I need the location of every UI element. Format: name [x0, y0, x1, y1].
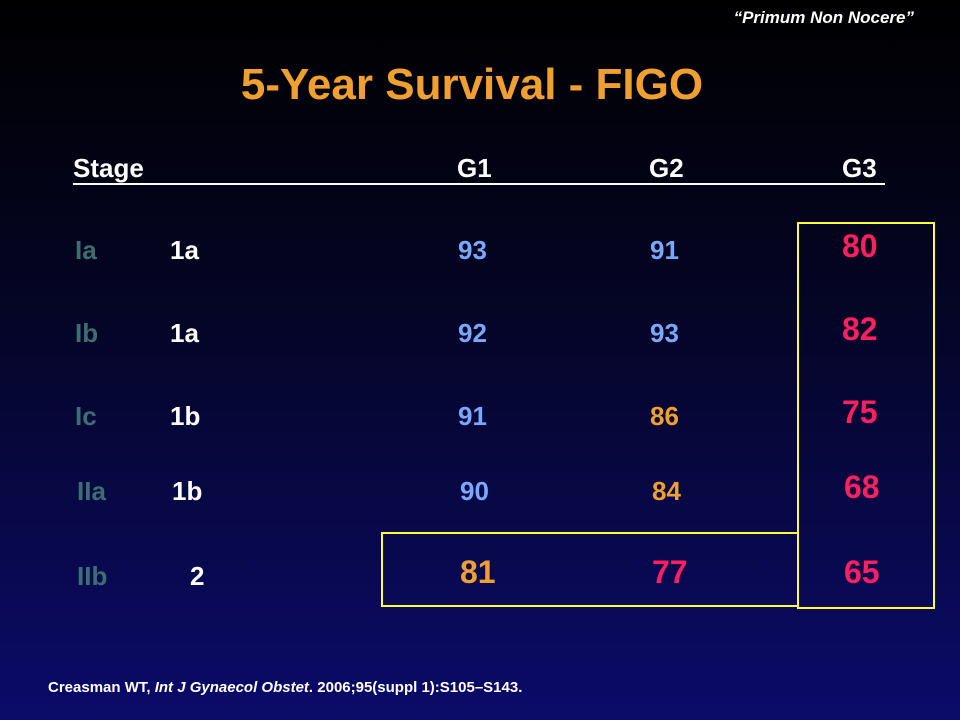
header-g3: G3	[842, 153, 877, 183]
stage-label: Ia	[75, 235, 97, 265]
stage-label: Ic	[75, 401, 97, 431]
slide-motto: “Primum Non Nocere”	[733, 8, 914, 27]
g1-value: 92	[458, 318, 487, 348]
g1-value: 93	[458, 235, 487, 265]
citation-author: Creasman WT,	[48, 679, 155, 696]
citation-journal: Int J Gynaecol Obstet	[154, 679, 309, 696]
iib-highlight-box	[381, 532, 799, 607]
citation-rest: . 2006;95(suppl 1):S105–S143.	[308, 679, 523, 696]
table-row: IIb 2 81 77 65	[0, 551, 960, 601]
g3-value: 65	[844, 554, 880, 590]
figo-label: 1a	[170, 318, 199, 348]
figo-label: 1a	[170, 235, 199, 265]
stage-label: IIa	[77, 476, 106, 506]
stage-label: IIb	[77, 561, 108, 591]
figo-label: 1b	[172, 476, 203, 506]
g2-value: 93	[650, 318, 679, 348]
g2-value: 91	[650, 235, 679, 265]
table-row: Ib 1a 92 93 82	[0, 308, 960, 358]
g2-value: 77	[652, 554, 688, 590]
g3-highlight-box	[797, 222, 935, 609]
g3-value: 82	[842, 311, 878, 347]
g3-value: 68	[844, 469, 880, 505]
g3-value: 80	[842, 228, 878, 264]
table-row: Ic 1b 91 86 75	[0, 391, 960, 441]
table-row: Ia 1a 93 91 80	[0, 225, 960, 275]
header-stage: Stage	[73, 153, 144, 183]
stage-label: Ib	[75, 318, 99, 348]
g1-value: 81	[460, 554, 496, 590]
g2-value: 84	[652, 476, 681, 506]
header-underline	[73, 183, 885, 185]
slide-title: 5-Year Survival - FIGO	[240, 60, 704, 109]
g1-value: 91	[458, 401, 487, 431]
header-g1: G1	[457, 153, 492, 183]
g3-value: 75	[842, 394, 878, 430]
figo-label: 1b	[170, 401, 201, 431]
header-g2: G2	[649, 153, 684, 183]
citation: Creasman WT, Int J Gynaecol Obstet. 2006…	[48, 679, 522, 696]
table-row: IIa 1b 90 84 68	[0, 466, 960, 516]
g1-value: 90	[460, 476, 489, 506]
g2-value: 86	[650, 401, 679, 431]
figo-label: 2	[190, 561, 205, 591]
